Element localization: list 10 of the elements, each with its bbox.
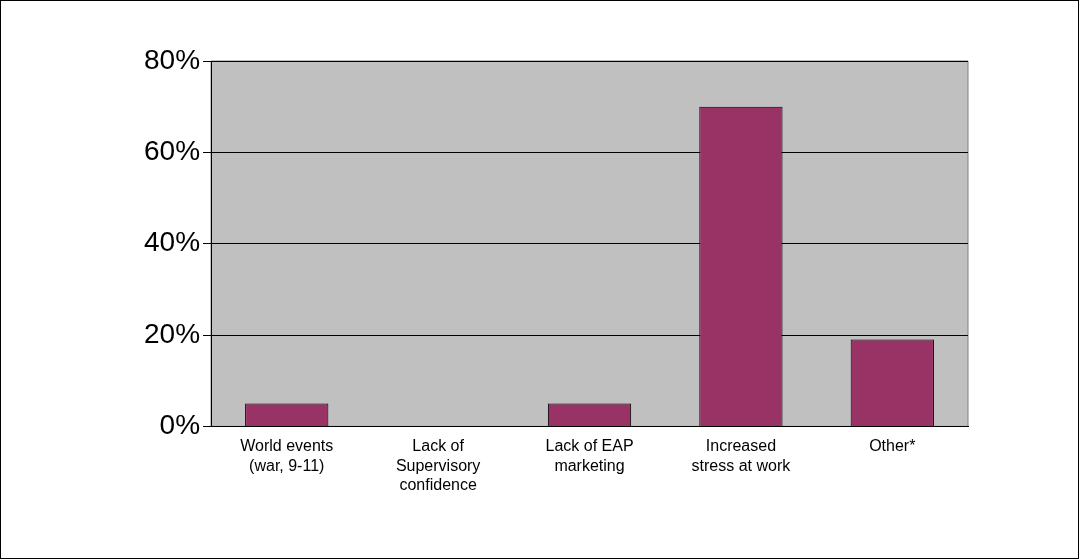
x-tick-label: Increased stress at work bbox=[691, 437, 792, 474]
x-tick-label: Lack of Supervisory confidence bbox=[395, 437, 481, 493]
x-tick-label: Lack of EAP marketing bbox=[545, 437, 634, 474]
x-tick-label: World events (war, 9-11) bbox=[240, 437, 334, 474]
y-tick-label: 80% bbox=[143, 43, 201, 75]
x-tick-label: Other* bbox=[869, 437, 916, 455]
y-tick-label: 60% bbox=[143, 135, 201, 167]
y-tick-label: 40% bbox=[143, 226, 201, 258]
y-tick-label: 20% bbox=[143, 317, 201, 349]
y-tick-label: 0% bbox=[159, 409, 201, 441]
